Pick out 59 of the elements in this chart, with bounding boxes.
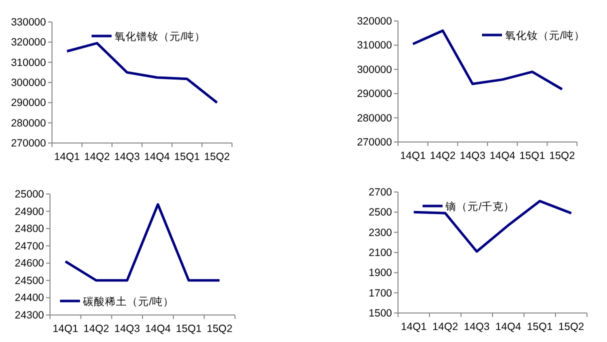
y-tick-label: 2700 — [368, 186, 392, 198]
y-tick-label: 24900 — [14, 206, 44, 218]
x-tick-label: 14Q3 — [464, 321, 490, 333]
y-tick-label: 24700 — [14, 240, 44, 252]
x-tick-label: 14Q4 — [144, 151, 170, 163]
x-tick-label: 15Q2 — [558, 321, 584, 333]
y-tick-label: 1900 — [368, 267, 392, 280]
x-tick-label: 15Q1 — [519, 150, 546, 162]
y-tick-label: 24400 — [14, 292, 44, 304]
x-tick-label: 14Q2 — [83, 323, 110, 335]
x-tick-label: 15Q1 — [174, 151, 200, 163]
y-tick-label: 1500 — [368, 308, 392, 320]
x-tick-label: 15Q2 — [204, 151, 230, 163]
x-tick-label: 14Q2 — [430, 150, 456, 162]
y-tick-label: 290000 — [356, 88, 392, 100]
x-tick-label: 14Q1 — [400, 321, 427, 333]
y-tick-label: 24600 — [14, 258, 44, 270]
x-tick-label: 14Q4 — [495, 321, 522, 333]
y-tick-label: 280000 — [10, 117, 46, 130]
y-tick-label: 300000 — [10, 77, 46, 89]
y-tick-label: 2100 — [368, 247, 392, 259]
x-tick-label: 14Q3 — [114, 151, 140, 163]
x-tick-label: 14Q3 — [460, 150, 486, 162]
x-tick-label: 14Q4 — [145, 323, 171, 335]
y-tick-label: 2500 — [368, 206, 392, 219]
y-tick-label: 24800 — [14, 223, 44, 236]
x-tick-label: 14Q2 — [84, 151, 110, 163]
x-tick-label: 14Q3 — [114, 323, 140, 335]
x-tick-label: 14Q1 — [52, 323, 78, 335]
legend-label: 氧化镨钕（元/吨） — [114, 30, 206, 43]
y-tick-label: 310000 — [356, 40, 392, 52]
line-series — [412, 200, 572, 253]
y-tick-label: 310000 — [10, 56, 46, 69]
y-tick-label: 1700 — [368, 287, 392, 300]
x-tick-label: 15Q1 — [526, 321, 553, 333]
y-tick-label: 25000 — [14, 188, 44, 200]
x-tick-label: 14Q1 — [54, 151, 80, 163]
line-series — [412, 29, 564, 90]
y-tick-label: 280000 — [356, 112, 392, 124]
y-tick-label: 330000 — [10, 16, 46, 28]
x-tick-label: 14Q2 — [432, 321, 458, 333]
y-tick-label: 24500 — [14, 274, 44, 287]
y-tick-label: 300000 — [356, 64, 392, 76]
legend-label: 碳酸稀土（元/吨） — [82, 295, 174, 308]
x-tick-label: 15Q2 — [206, 323, 233, 335]
y-tick-label: 270000 — [356, 136, 392, 148]
x-tick-label: 14Q1 — [400, 150, 426, 162]
y-tick-label: 290000 — [10, 97, 46, 110]
y-tick-label: 270000 — [10, 138, 46, 150]
x-tick-label: 15Q1 — [176, 323, 202, 335]
x-tick-label: 14Q4 — [490, 150, 516, 162]
x-tick-label: 15Q2 — [549, 150, 576, 162]
y-tick-label: 320000 — [10, 36, 46, 49]
y-tick-label: 320000 — [356, 16, 392, 28]
legend-label: 氧化钕（元/吨） — [505, 29, 585, 42]
y-tick-label: 2300 — [368, 226, 392, 239]
line-series — [66, 42, 218, 104]
y-tick-label: 24300 — [14, 310, 44, 322]
legend-label: 镝（元/千克） — [444, 200, 514, 213]
